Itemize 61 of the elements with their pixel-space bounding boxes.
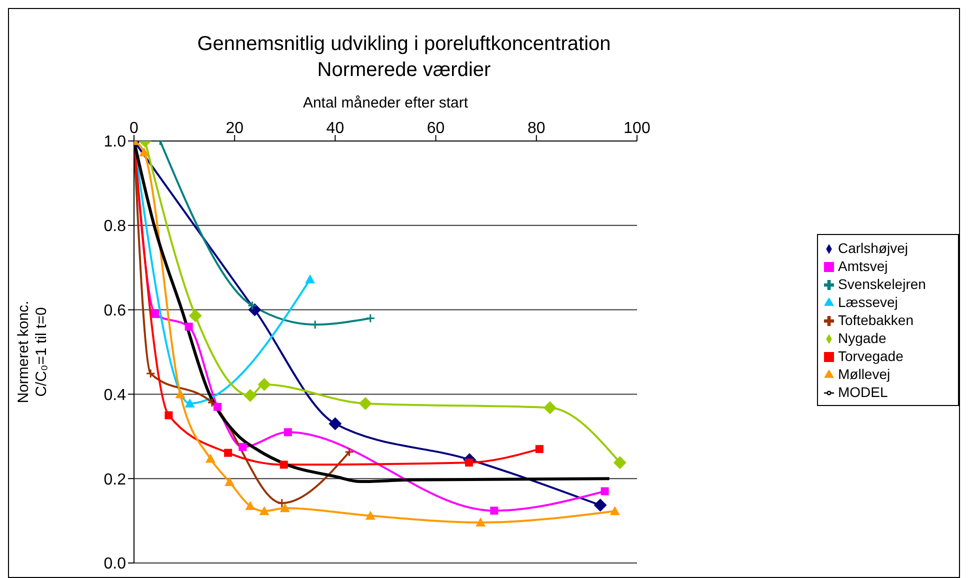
x-tick-label: 80 bbox=[528, 120, 546, 137]
legend-label: Nygade bbox=[838, 330, 886, 346]
point bbox=[613, 456, 626, 470]
point bbox=[188, 309, 202, 322]
point bbox=[535, 445, 544, 454]
legend-label: MODEL bbox=[838, 384, 888, 400]
legend-label: Amtsvej bbox=[838, 258, 888, 274]
legend-label: Møllevej bbox=[838, 366, 890, 382]
point bbox=[259, 506, 270, 516]
point bbox=[310, 320, 320, 330]
point bbox=[207, 398, 217, 408]
point bbox=[344, 447, 354, 457]
point bbox=[465, 458, 473, 467]
point bbox=[205, 454, 216, 463]
legend-label: Torvegade bbox=[838, 348, 904, 364]
point bbox=[258, 378, 271, 391]
point bbox=[244, 388, 257, 402]
legend-label: Læssevej bbox=[838, 294, 898, 310]
y-tick-label: 0.0 bbox=[104, 556, 126, 573]
point bbox=[175, 389, 186, 398]
point bbox=[594, 498, 607, 512]
x-axis-title: Antal måneder efter start bbox=[302, 94, 469, 112]
x-tick-label: 20 bbox=[226, 120, 244, 137]
point bbox=[366, 313, 376, 323]
legend-label: Svenskelejren bbox=[838, 276, 926, 292]
legend-label: Toftebakken bbox=[838, 312, 914, 328]
point bbox=[238, 442, 247, 451]
point bbox=[184, 322, 193, 331]
chart-subtitle: Normerede værdier bbox=[316, 58, 492, 83]
point bbox=[600, 487, 609, 496]
point bbox=[610, 506, 620, 516]
y-tick-label: 1.0 bbox=[104, 134, 126, 151]
y-axis-title: Normeret konc. C/C₀=1 til t=0 bbox=[15, 300, 50, 404]
point bbox=[490, 506, 498, 515]
legend-label: Carlshøjvej bbox=[838, 240, 908, 256]
chart-title: Gennemsnitlig udvikling i poreluftkoncentration bbox=[196, 32, 612, 57]
point bbox=[328, 417, 342, 430]
y-tick-label: 0.6 bbox=[104, 302, 126, 320]
point bbox=[146, 368, 156, 378]
point bbox=[280, 503, 290, 512]
point bbox=[284, 428, 292, 436]
point bbox=[224, 448, 232, 457]
point bbox=[280, 460, 288, 469]
x-tick-label: 60 bbox=[426, 120, 445, 137]
y-tick-label: 0.4 bbox=[104, 386, 126, 404]
point bbox=[543, 401, 556, 414]
point bbox=[245, 501, 256, 510]
x-tick-label: 100 bbox=[624, 120, 650, 137]
point bbox=[224, 476, 235, 486]
point bbox=[151, 310, 160, 318]
point bbox=[365, 510, 376, 520]
x-tick-label: 40 bbox=[326, 120, 344, 137]
point bbox=[358, 396, 372, 410]
point bbox=[277, 498, 287, 508]
y-tick-label: 0.8 bbox=[104, 218, 126, 236]
point bbox=[476, 517, 486, 526]
point bbox=[139, 147, 150, 156]
y-tick-label: 0.2 bbox=[104, 471, 126, 488]
x-tick-label: 0 bbox=[130, 120, 139, 137]
point bbox=[164, 411, 173, 420]
point bbox=[214, 402, 222, 411]
